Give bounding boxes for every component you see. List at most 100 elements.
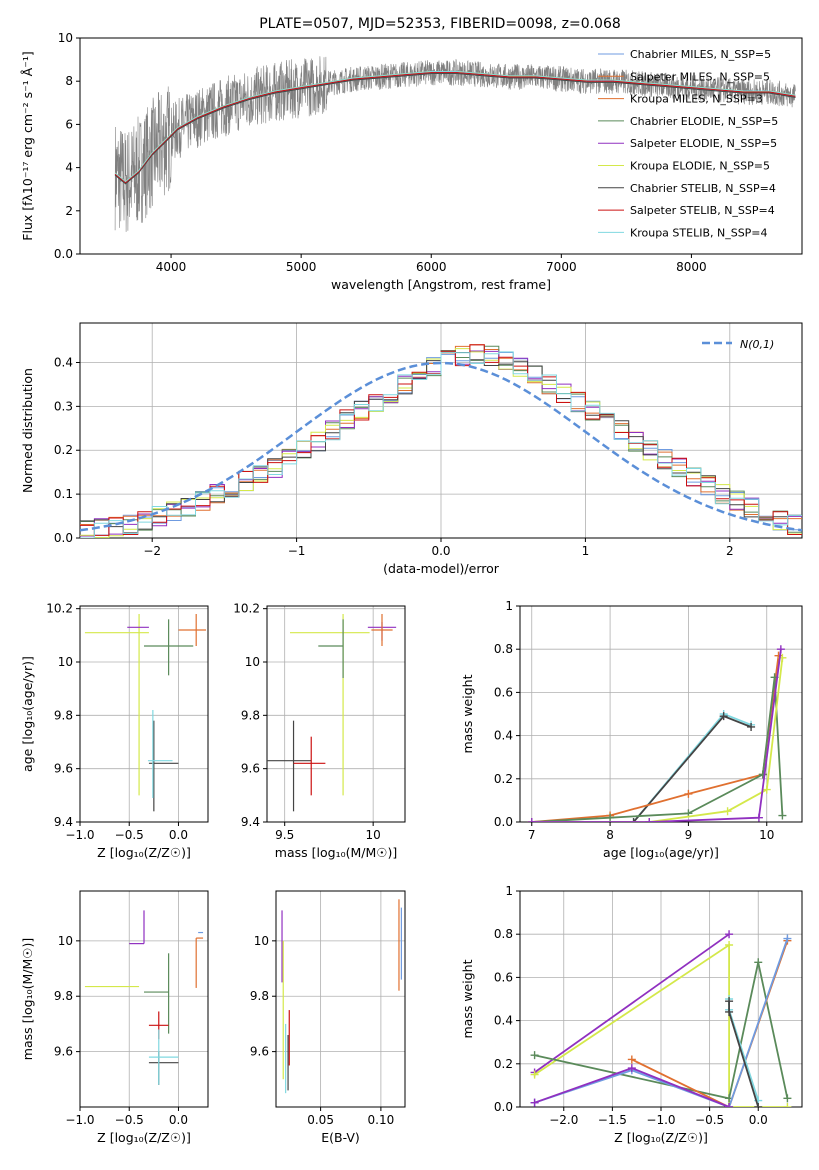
tick-label-y: 9.8	[54, 708, 73, 722]
tick-label-x: 9.5	[275, 828, 294, 842]
marks	[267, 614, 397, 812]
data-point	[530, 1070, 539, 1079]
tick-label-x: −1.0	[65, 828, 94, 842]
legend-entry: Salpeter STELIB, N_SSP=4	[630, 204, 775, 217]
marks	[114, 56, 796, 232]
tick-label-y: 10	[245, 655, 260, 669]
tick-label-y: 0.6	[494, 685, 513, 699]
data-point	[530, 1051, 539, 1060]
x-axis-label: wavelength [Angstrom, rest frame]	[331, 277, 551, 292]
tick-label-y: 10.2	[233, 602, 260, 616]
weight-line	[534, 938, 789, 1107]
data-point	[783, 1103, 792, 1107]
x-axis-label: Z [log₁₀(Z/Z☉)]	[97, 1130, 191, 1145]
tick-label-y: 0.6	[494, 970, 513, 984]
tick-label-x: 2	[726, 544, 734, 558]
weight-line	[531, 649, 782, 822]
tick-label-x: 0.0	[749, 1113, 768, 1127]
y-axis-label: mass weight	[460, 674, 475, 753]
tick-label-y: 0.8	[494, 927, 513, 941]
data-point	[606, 813, 615, 822]
y-axis-label: Normed distribution	[20, 368, 35, 493]
plot-frame	[266, 605, 406, 823]
data-point	[754, 813, 763, 822]
weight-line	[728, 999, 760, 1101]
tick-label-y: 1	[505, 884, 513, 898]
tick-label-x: −1.5	[598, 1113, 627, 1127]
y-axis-label: mass [log₁₀(M/M☉)]	[20, 938, 35, 1060]
model-line	[114, 73, 796, 185]
tick-label-y: 0.4	[494, 1014, 513, 1028]
data-point	[754, 1103, 763, 1107]
weight-line	[534, 933, 730, 1074]
tick-label-x: −1.0	[646, 1113, 675, 1127]
legend-entry: Kroupa MILES, N_SSP=3	[630, 93, 763, 106]
tick-label-y: 0.0	[54, 247, 73, 261]
tick-label-x: 0.0	[431, 544, 450, 558]
tick-label-y: 9.4	[54, 815, 73, 829]
panel-massweight_vs_age: 7 8 9 10 0.0 0.2 0.4 0.6 0.8 1 age [log₁₀(age/yr)]…	[460, 599, 803, 860]
y-axis-label: Flux [fλ10⁻¹⁷ erg cm⁻² s⁻¹ Å⁻¹]	[20, 51, 35, 240]
tick-label-y: 0.2	[494, 772, 513, 786]
marks	[527, 645, 787, 822]
weight-line	[534, 962, 789, 1100]
marks	[84, 910, 204, 1085]
tick-label-x: 5000	[286, 260, 317, 274]
tick-label-y: 9.6	[241, 762, 260, 776]
legend-entry: Chabrier MILES, N_SSP=5	[630, 48, 771, 61]
tick-label-y: 0.1	[54, 487, 73, 501]
legend-entry: N(0,1)	[740, 338, 774, 351]
marks	[84, 614, 207, 812]
tick-label-y: 0.0	[54, 531, 73, 545]
data-point	[627, 1055, 636, 1064]
data-point	[725, 1103, 734, 1107]
tick-label-y: 9.6	[250, 1045, 269, 1059]
tick-label-x: 4000	[156, 260, 187, 274]
tick-label-y: 0.2	[494, 1057, 513, 1071]
plot-frame	[275, 890, 406, 1108]
data-point	[725, 930, 734, 939]
data-point	[783, 934, 792, 943]
weight-line	[531, 715, 752, 822]
gaussian-curve	[80, 361, 802, 532]
tick-label-y: 4	[65, 161, 73, 175]
data-point	[725, 1007, 734, 1016]
tick-label-x: 1	[582, 544, 590, 558]
data-point	[783, 1094, 792, 1103]
tick-label-y: 9.8	[54, 989, 73, 1003]
weight-line	[531, 677, 784, 822]
weight-line	[531, 657, 784, 822]
tick-label-x: 0.0	[169, 828, 188, 842]
data-point	[719, 712, 728, 721]
x-axis-label: (data-model)/error	[383, 561, 500, 576]
marks	[281, 899, 402, 1094]
tick-label-y: 9.8	[250, 989, 269, 1003]
tick-label-y: 10	[58, 655, 73, 669]
data-point	[684, 789, 693, 798]
tick-label-y: 2	[65, 204, 73, 218]
tick-label-y: 6	[65, 117, 73, 131]
tick-label-y: 10	[254, 934, 269, 948]
data-point	[754, 958, 763, 967]
tick-label-x: 6000	[416, 260, 447, 274]
data-point	[723, 807, 732, 816]
tick-label-x: −2	[143, 544, 161, 558]
plot-frame	[79, 322, 803, 539]
x-axis-label: mass [log₁₀(M/M☉)]	[275, 845, 397, 860]
data-point	[762, 785, 771, 794]
panel-age_vs_mass: 9.5 10 9.4 9.6 9.8 10 10.2 mass [log₁₀(M/M☉)]	[233, 602, 406, 860]
weight-line	[534, 943, 788, 1107]
plot-frame	[79, 605, 209, 823]
x-axis-label: Z [log₁₀(Z/Z☉)]	[614, 1130, 708, 1145]
model-line	[114, 71, 796, 183]
legend-entry: Salpeter ELODIE, N_SSP=5	[630, 137, 777, 150]
panel-spectrum: 4000 5000 6000 7000 8000 0.0 2 4 6 8 10 wavelength …	[20, 31, 803, 292]
tick-label-y: 10	[58, 31, 73, 45]
tick-label-y: 9.6	[54, 762, 73, 776]
panel-mass_vs_Z: −1.0 −0.5 0.0 9.6 9.8 10 Z [log₁₀(Z/Z☉)] mass […	[20, 890, 209, 1145]
x-axis-label: E(B-V)	[321, 1130, 360, 1145]
tick-label-x: 10	[366, 828, 381, 842]
tick-label-x: −2.0	[549, 1113, 578, 1127]
marks	[80, 344, 802, 538]
panel-age_vs_Z: −1.0 −0.5 0.0 9.4 9.6 9.8 10 10.2 Z [log₁₀(Z/Z☉)…	[20, 602, 209, 860]
